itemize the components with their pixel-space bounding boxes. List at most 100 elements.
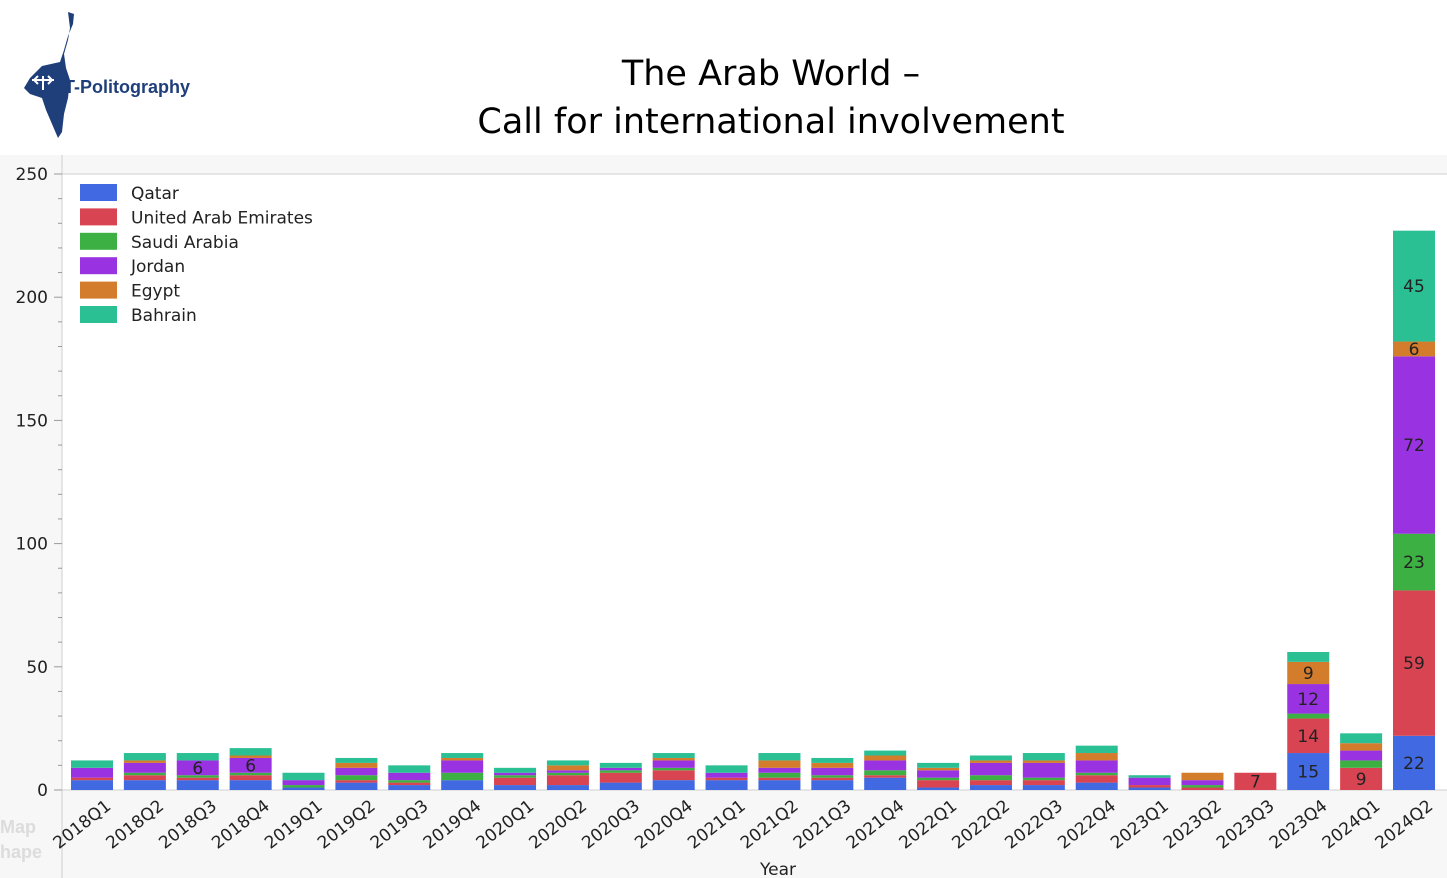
bar-segment	[652, 757, 695, 761]
bar-segment	[546, 772, 589, 776]
bar-segment	[335, 757, 378, 763]
bar-segment	[917, 767, 960, 771]
brand-name: T-Politography	[64, 77, 190, 97]
bar-segment	[758, 767, 801, 773]
bar-segment	[1181, 785, 1224, 788]
bar-segment	[969, 760, 1012, 763]
bar-segment	[123, 775, 166, 781]
bar-segment	[123, 760, 166, 763]
bar-segment	[1340, 733, 1383, 744]
bar-segment	[652, 753, 695, 758]
bar-segment	[1022, 753, 1065, 761]
bar-segment	[917, 762, 960, 768]
bar-segment	[335, 762, 378, 768]
bar-segment	[441, 757, 484, 761]
bar-segment	[599, 767, 642, 771]
bar-segment	[917, 770, 960, 778]
bar-segment	[758, 753, 801, 761]
bar-segment	[546, 770, 589, 773]
bar-segment	[1287, 684, 1330, 714]
bar-segment	[1393, 533, 1435, 591]
bar-segment	[652, 767, 695, 771]
legend-label: Qatar	[131, 184, 179, 204]
bar-segment	[546, 765, 589, 771]
bar-segment	[441, 753, 484, 758]
bar-segment	[758, 760, 801, 768]
bar-segment	[494, 775, 537, 778]
bar-segment	[1022, 780, 1065, 786]
bar-segment	[1022, 760, 1065, 763]
legend-swatch	[80, 232, 117, 250]
bar-segment	[758, 780, 801, 790]
bar-segment	[1181, 780, 1224, 786]
bar-segment	[969, 775, 1012, 781]
bar-segment	[388, 785, 431, 790]
bar-segment	[1393, 590, 1435, 736]
bar-segment	[1075, 760, 1118, 773]
legend-label: United Arab Emirates	[131, 208, 313, 228]
bar-segment	[1340, 750, 1383, 761]
israel-map-logo-icon	[24, 12, 74, 138]
bar-segment	[1075, 782, 1118, 790]
bar-segment	[1075, 775, 1118, 783]
bar-segment	[282, 787, 325, 790]
y-tick-label: 200	[16, 288, 48, 308]
legend-swatch	[80, 208, 117, 226]
bar-segment	[1393, 356, 1435, 534]
bar-segment	[1393, 341, 1435, 357]
bar-segment	[864, 755, 907, 761]
bar-segment	[811, 757, 854, 763]
bar-segment	[441, 772, 484, 781]
bar-segment	[599, 770, 642, 773]
bar-segment	[335, 782, 378, 790]
legend-swatch	[80, 257, 117, 275]
bar-segment	[969, 762, 1012, 776]
legend-label: Egypt	[131, 282, 180, 302]
bars	[71, 230, 1435, 790]
bar-segment	[1340, 760, 1383, 768]
legend-swatch	[80, 184, 117, 201]
bar-segment	[652, 760, 695, 768]
bar-segment	[1181, 772, 1224, 781]
bar-segment	[71, 767, 113, 778]
bar-segment	[229, 757, 272, 773]
bar-segment	[1234, 772, 1277, 790]
bar-segment	[282, 772, 325, 781]
bar-segment	[441, 760, 484, 773]
bar-segment	[1022, 785, 1065, 790]
plot-frame	[0, 155, 1447, 878]
bar-segment	[811, 777, 854, 781]
bar-segment	[758, 772, 801, 778]
y-tick-label: 100	[16, 535, 48, 555]
bar-segment	[123, 762, 166, 773]
bar-segment	[1075, 745, 1118, 754]
bar-segment	[229, 755, 272, 758]
data-label: 9	[1356, 770, 1367, 790]
data-label: 45	[1403, 277, 1425, 297]
bar-segment	[864, 777, 907, 790]
bar-segment	[123, 753, 166, 761]
data-label: 6	[192, 759, 203, 779]
bar-segment	[1128, 787, 1171, 790]
bar-segment	[1181, 787, 1224, 790]
plot-area	[62, 174, 1447, 790]
y-tick-label: 50	[26, 658, 48, 678]
bar-segment	[705, 780, 748, 790]
bar-segment	[388, 782, 431, 786]
bar-segment	[969, 755, 1012, 761]
data-label: 72	[1403, 436, 1425, 456]
bar-segment	[1287, 753, 1330, 790]
bar-segment	[1128, 777, 1171, 786]
bar-segment	[1128, 775, 1171, 778]
bar-segment	[917, 777, 960, 781]
bar-segment	[969, 785, 1012, 790]
bar-segment	[123, 772, 166, 776]
legend-label: Bahrain	[131, 306, 197, 326]
chart-title: The Arab World – Call for international …	[420, 50, 1122, 146]
data-label: 23	[1403, 553, 1425, 573]
bar-segment	[652, 780, 695, 790]
bar-segment	[388, 772, 431, 781]
bar-segment	[1128, 785, 1171, 788]
bar-segment	[494, 785, 537, 790]
